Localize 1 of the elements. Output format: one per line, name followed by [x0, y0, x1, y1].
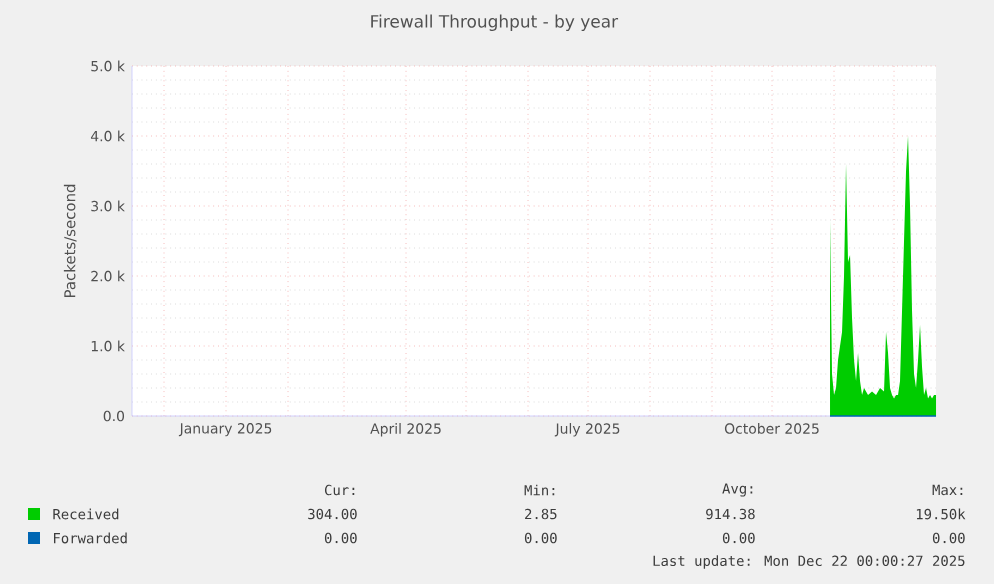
- chart-title: Firewall Throughput - by year: [371, 14, 619, 32]
